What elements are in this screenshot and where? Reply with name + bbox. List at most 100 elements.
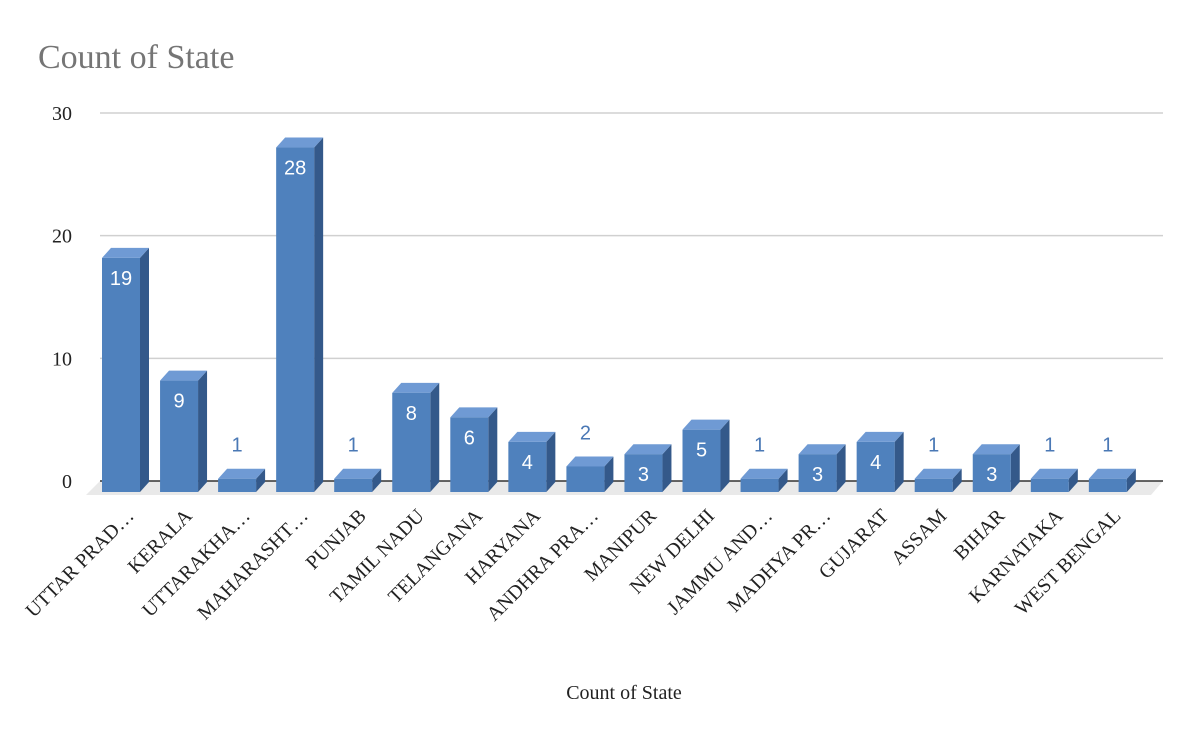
bar xyxy=(334,468,382,492)
bar-side xyxy=(894,431,904,492)
bar xyxy=(392,382,440,492)
x-category-label: MAHARASHT… xyxy=(193,505,312,624)
bar-side xyxy=(1068,468,1078,492)
bar-top xyxy=(102,247,149,258)
bar xyxy=(276,137,324,493)
x-category-label: JAMMU AND… xyxy=(663,505,777,619)
bar-top xyxy=(276,137,324,148)
bar-top xyxy=(1030,468,1078,479)
data-label: 1 xyxy=(232,435,243,457)
bar-front xyxy=(1030,478,1069,492)
bar xyxy=(1030,468,1078,492)
bar-side xyxy=(1010,444,1020,492)
bar-side xyxy=(952,468,962,492)
bar-front xyxy=(972,454,1011,492)
bars xyxy=(102,137,1136,493)
y-tick-label: 0 xyxy=(62,471,72,493)
y-axis-ticks: 0 10 20 30 xyxy=(52,103,72,493)
bar xyxy=(682,419,730,492)
bar-side xyxy=(198,370,208,492)
bar-side xyxy=(836,444,846,492)
data-label: 5 xyxy=(696,440,707,462)
bar-side xyxy=(140,247,149,492)
bar-front xyxy=(624,454,663,492)
bar xyxy=(972,444,1020,492)
data-label: 3 xyxy=(812,464,823,486)
data-label: 6 xyxy=(464,427,475,449)
bar-top xyxy=(972,444,1020,455)
bar-side xyxy=(488,407,498,492)
bar xyxy=(740,468,788,492)
bar xyxy=(1088,468,1136,492)
bar-front xyxy=(102,257,140,492)
data-label: 1 xyxy=(348,435,359,457)
bar-top xyxy=(334,468,382,479)
bar-front xyxy=(914,478,953,492)
bar-top xyxy=(798,444,846,455)
bar-front xyxy=(1088,478,1127,492)
y-tick-label: 10 xyxy=(52,348,72,370)
bar-side xyxy=(256,468,266,492)
bar xyxy=(566,456,614,492)
bar xyxy=(160,370,208,492)
bar-side xyxy=(430,382,440,492)
data-label: 4 xyxy=(870,452,881,474)
data-label: 28 xyxy=(284,158,306,180)
bar-top xyxy=(450,407,498,418)
bar-top xyxy=(914,468,962,479)
x-category-label: UTTARAKHA… xyxy=(138,505,255,622)
bar-front xyxy=(334,478,373,492)
bar-side xyxy=(720,419,730,492)
x-category-label: WEST BENGAL xyxy=(1011,505,1126,620)
data-labels: 19 9 1 28 1 8 6 4 2 3 5 1 3 4 1 3 1 1 xyxy=(110,158,1114,487)
data-label: 1 xyxy=(1102,435,1113,457)
bar-side xyxy=(662,444,672,492)
bar-side xyxy=(546,431,556,492)
bar-front xyxy=(160,380,199,492)
bar-front xyxy=(392,392,431,492)
bar xyxy=(856,431,904,492)
bar-top xyxy=(508,431,556,442)
bar-front xyxy=(276,147,315,493)
bar-top xyxy=(856,431,904,442)
data-label: 1 xyxy=(1044,435,1055,457)
bar xyxy=(914,468,962,492)
bar-top xyxy=(1088,468,1136,479)
data-label: 19 xyxy=(110,268,132,290)
bar-side xyxy=(314,137,324,493)
bar-front xyxy=(450,417,489,492)
bar-top xyxy=(566,456,614,467)
bar-front xyxy=(566,466,605,492)
chart-title: Count of State xyxy=(38,39,234,76)
x-category-label: UTTAR PRAD… xyxy=(22,505,139,622)
bar-top xyxy=(682,419,730,430)
bar-top xyxy=(392,382,440,393)
bar-side xyxy=(604,456,614,492)
bar xyxy=(508,431,556,492)
data-label: 3 xyxy=(986,464,997,486)
bar-top xyxy=(218,468,266,479)
data-label: 3 xyxy=(638,464,649,486)
bar-side xyxy=(1126,468,1136,492)
data-label: 1 xyxy=(754,435,765,457)
y-tick-label: 30 xyxy=(52,103,72,125)
bar-side xyxy=(778,468,788,492)
bar-front xyxy=(856,441,895,492)
x-axis-title: Count of State xyxy=(566,682,682,704)
data-label: 8 xyxy=(406,403,417,425)
bar-front xyxy=(218,478,257,492)
x-category-label: MADHYA PR… xyxy=(723,505,835,617)
bar xyxy=(450,407,498,492)
x-axis-categories: UTTAR PRAD…KERALAUTTARAKHA…MAHARASHT…PUN… xyxy=(22,505,1126,626)
bar xyxy=(218,468,266,492)
bar xyxy=(102,247,149,492)
data-label: 1 xyxy=(928,435,939,457)
bar-front xyxy=(740,478,779,492)
bar-side xyxy=(372,468,382,492)
bar xyxy=(798,444,846,492)
bar-top xyxy=(160,370,208,381)
bar-front xyxy=(682,429,721,492)
bar xyxy=(624,444,672,492)
data-label: 9 xyxy=(173,391,184,413)
